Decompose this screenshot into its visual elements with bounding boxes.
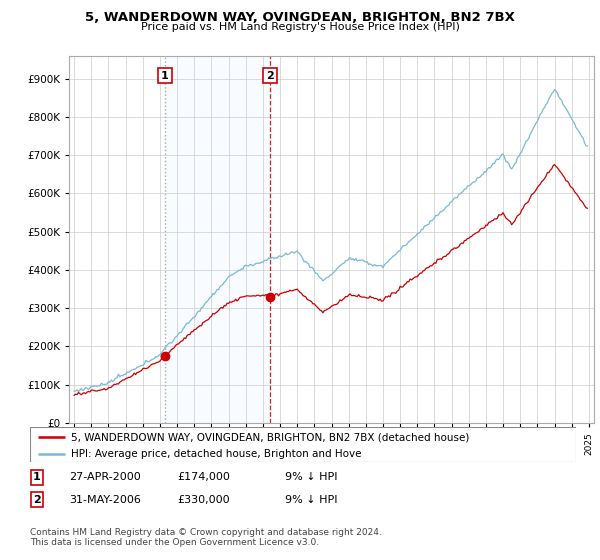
Text: £174,000: £174,000	[177, 472, 230, 482]
Text: 1: 1	[33, 472, 41, 482]
Bar	[165, 56, 270, 423]
Text: 9% ↓ HPI: 9% ↓ HPI	[285, 494, 337, 505]
Text: This data is licensed under the Open Government Licence v3.0.: This data is licensed under the Open Gov…	[30, 538, 319, 547]
Text: Contains HM Land Registry data © Crown copyright and database right 2024.: Contains HM Land Registry data © Crown c…	[30, 528, 382, 536]
Text: 9% ↓ HPI: 9% ↓ HPI	[285, 472, 337, 482]
Text: HPI: Average price, detached house, Brighton and Hove: HPI: Average price, detached house, Brig…	[71, 449, 361, 459]
Text: 2: 2	[33, 494, 41, 505]
Text: 31-MAY-2006: 31-MAY-2006	[69, 494, 141, 505]
Text: 27-APR-2000: 27-APR-2000	[69, 472, 141, 482]
Text: Price paid vs. HM Land Registry's House Price Index (HPI): Price paid vs. HM Land Registry's House …	[140, 22, 460, 32]
Text: 2: 2	[266, 71, 274, 81]
Text: 5, WANDERDOWN WAY, OVINGDEAN, BRIGHTON, BN2 7BX (detached house): 5, WANDERDOWN WAY, OVINGDEAN, BRIGHTON, …	[71, 432, 469, 442]
Text: £330,000: £330,000	[177, 494, 230, 505]
Text: 5, WANDERDOWN WAY, OVINGDEAN, BRIGHTON, BN2 7BX: 5, WANDERDOWN WAY, OVINGDEAN, BRIGHTON, …	[85, 11, 515, 24]
Text: 1: 1	[161, 71, 169, 81]
